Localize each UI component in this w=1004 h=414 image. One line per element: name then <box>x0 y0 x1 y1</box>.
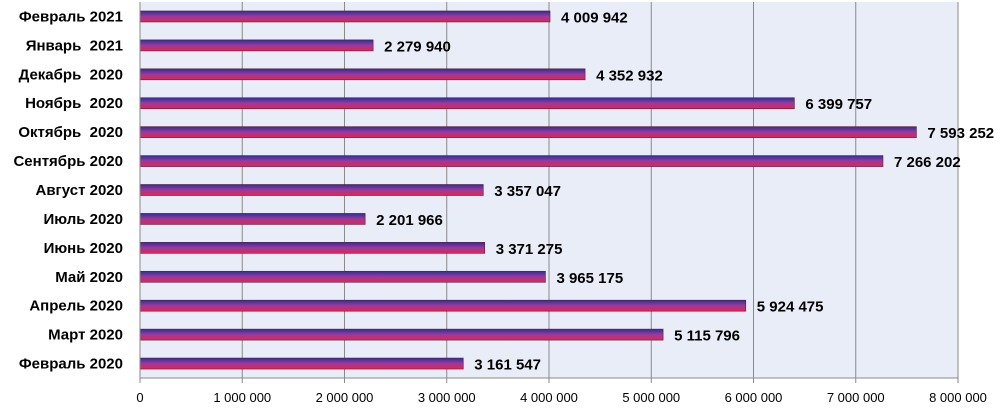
x-tick-label: 4 000 000 <box>520 390 578 405</box>
bar-value-label: 2 279 940 <box>384 38 451 55</box>
bar-value-label: 3 965 175 <box>556 270 623 287</box>
category-label: Апрель 2020 <box>29 298 123 315</box>
bar-value-label: 5 115 796 <box>674 328 740 345</box>
category-label: Март 2020 <box>48 327 123 344</box>
x-tick-label: 6 000 000 <box>725 390 783 405</box>
bar-value-label: 5 924 475 <box>757 299 824 316</box>
bar <box>139 184 484 196</box>
category-label: Февраль 2020 <box>19 356 123 373</box>
category-label: Сентябрь 2020 <box>13 153 123 170</box>
category-label: Февраль 2021 <box>19 8 123 25</box>
x-tick-label: 2 000 000 <box>316 390 374 405</box>
bar-value-label: 7 593 252 <box>927 125 994 142</box>
category-label: Ноябрь 2020 <box>25 95 123 112</box>
category-label: Январь 2021 <box>26 37 123 54</box>
bar <box>139 299 747 312</box>
category-label: Май 2020 <box>55 269 123 286</box>
bar <box>139 357 464 370</box>
bar <box>139 213 366 225</box>
bar <box>139 155 884 167</box>
category-label: Август 2020 <box>36 182 124 199</box>
bar-value-label: 2 201 966 <box>376 212 443 229</box>
bar <box>139 270 546 283</box>
category-label: Июнь 2020 <box>44 240 123 257</box>
bar <box>139 10 551 23</box>
bar-value-label: 3 371 275 <box>496 241 563 258</box>
category-label: Октябрь 2020 <box>18 124 123 141</box>
bar-value-label: 6 399 757 <box>805 96 872 113</box>
x-tick-label: 3 000 000 <box>418 390 476 405</box>
bar <box>139 97 795 110</box>
bar-value-label: 7 266 202 <box>894 154 961 171</box>
value-labels: 3 161 547 5 115 796 5 924 475 3 965 175 3 37… <box>376 9 994 373</box>
x-tick-label: 1 000 000 <box>213 390 271 405</box>
x-tick-label: 5 000 000 <box>622 390 680 405</box>
bar <box>139 68 586 81</box>
x-tick-label: 8 000 000 <box>929 390 987 405</box>
bar <box>139 39 374 52</box>
category-label: Декабрь 2020 <box>19 66 123 83</box>
category-labels: Февраль 2020 Март 2020 Апрель 2020 Май 2020… <box>13 8 123 372</box>
bar-value-label: 3 357 047 <box>494 183 561 200</box>
category-label: Июль 2020 <box>43 211 123 228</box>
x-tick-label: 0 <box>136 390 143 405</box>
bar <box>139 126 917 138</box>
bar-value-label: 4 352 932 <box>596 67 663 84</box>
bar-value-label: 4 009 942 <box>561 9 628 26</box>
bar-value-label: 3 161 547 <box>474 357 541 374</box>
x-tick-label: 7 000 000 <box>827 390 885 405</box>
bar <box>139 242 486 254</box>
x-axis-ticks: 0 1 000 000 2 000 000 3 000 000 4 000 000 5 0… <box>136 378 987 405</box>
bar <box>139 328 664 341</box>
